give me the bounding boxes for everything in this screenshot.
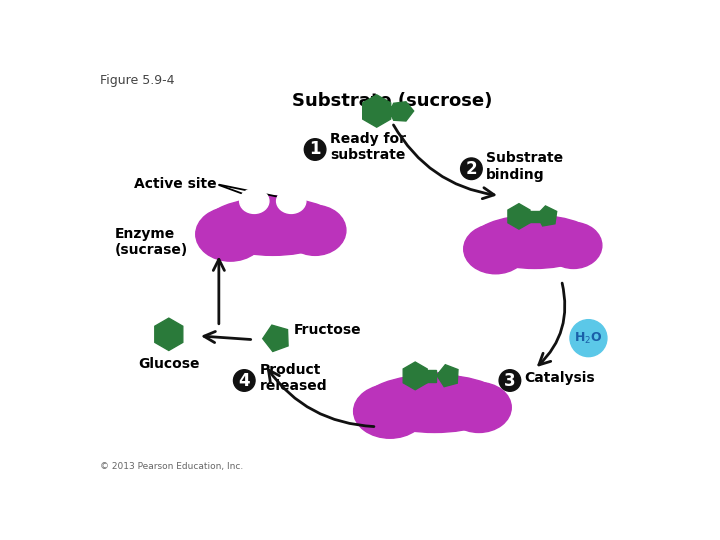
Text: © 2013 Pearson Education, Inc.: © 2013 Pearson Education, Inc. (99, 462, 243, 471)
FancyArrowPatch shape (213, 259, 225, 324)
Text: 2: 2 (466, 160, 477, 178)
Polygon shape (403, 362, 427, 390)
Text: Catalysis: Catalysis (525, 371, 595, 385)
Text: Substrate
binding: Substrate binding (486, 151, 563, 181)
Bar (426, 370, 436, 382)
Bar (390, 106, 395, 116)
Circle shape (305, 139, 326, 160)
Ellipse shape (196, 207, 265, 261)
Circle shape (499, 370, 521, 392)
FancyArrowPatch shape (269, 370, 374, 427)
Bar (528, 211, 541, 222)
Ellipse shape (471, 215, 598, 268)
Ellipse shape (240, 189, 269, 213)
Circle shape (461, 158, 482, 179)
Ellipse shape (545, 222, 602, 268)
Text: Fructose: Fructose (294, 323, 361, 336)
Text: 1: 1 (310, 140, 321, 159)
Polygon shape (537, 206, 557, 226)
FancyArrowPatch shape (204, 332, 251, 342)
Polygon shape (155, 318, 183, 350)
Text: Active site: Active site (134, 177, 217, 191)
Text: 3: 3 (504, 372, 516, 389)
Polygon shape (508, 204, 530, 229)
Text: Figure 5.9-4: Figure 5.9-4 (99, 74, 174, 87)
Ellipse shape (446, 382, 511, 433)
Text: Ready for
substrate: Ready for substrate (330, 132, 407, 163)
Circle shape (233, 370, 255, 392)
Ellipse shape (354, 384, 426, 438)
Circle shape (570, 320, 607, 356)
Text: 4: 4 (238, 372, 250, 389)
FancyArrowPatch shape (393, 125, 494, 199)
Polygon shape (263, 325, 288, 352)
Ellipse shape (464, 224, 528, 274)
Ellipse shape (284, 205, 346, 255)
Polygon shape (390, 102, 414, 121)
Ellipse shape (204, 198, 342, 255)
Text: Enzyme
(sucrase): Enzyme (sucrase) (115, 227, 188, 257)
Ellipse shape (361, 375, 507, 433)
Text: H$_2$O: H$_2$O (574, 330, 603, 346)
Ellipse shape (390, 373, 479, 419)
Ellipse shape (495, 213, 574, 256)
FancyArrowPatch shape (539, 283, 565, 365)
Polygon shape (437, 364, 458, 387)
Ellipse shape (276, 189, 306, 213)
Ellipse shape (230, 195, 315, 242)
Polygon shape (363, 95, 391, 127)
Text: Glucose: Glucose (138, 357, 199, 372)
Text: Product
released: Product released (260, 363, 328, 393)
Text: Substrate (sucrose): Substrate (sucrose) (292, 92, 492, 110)
